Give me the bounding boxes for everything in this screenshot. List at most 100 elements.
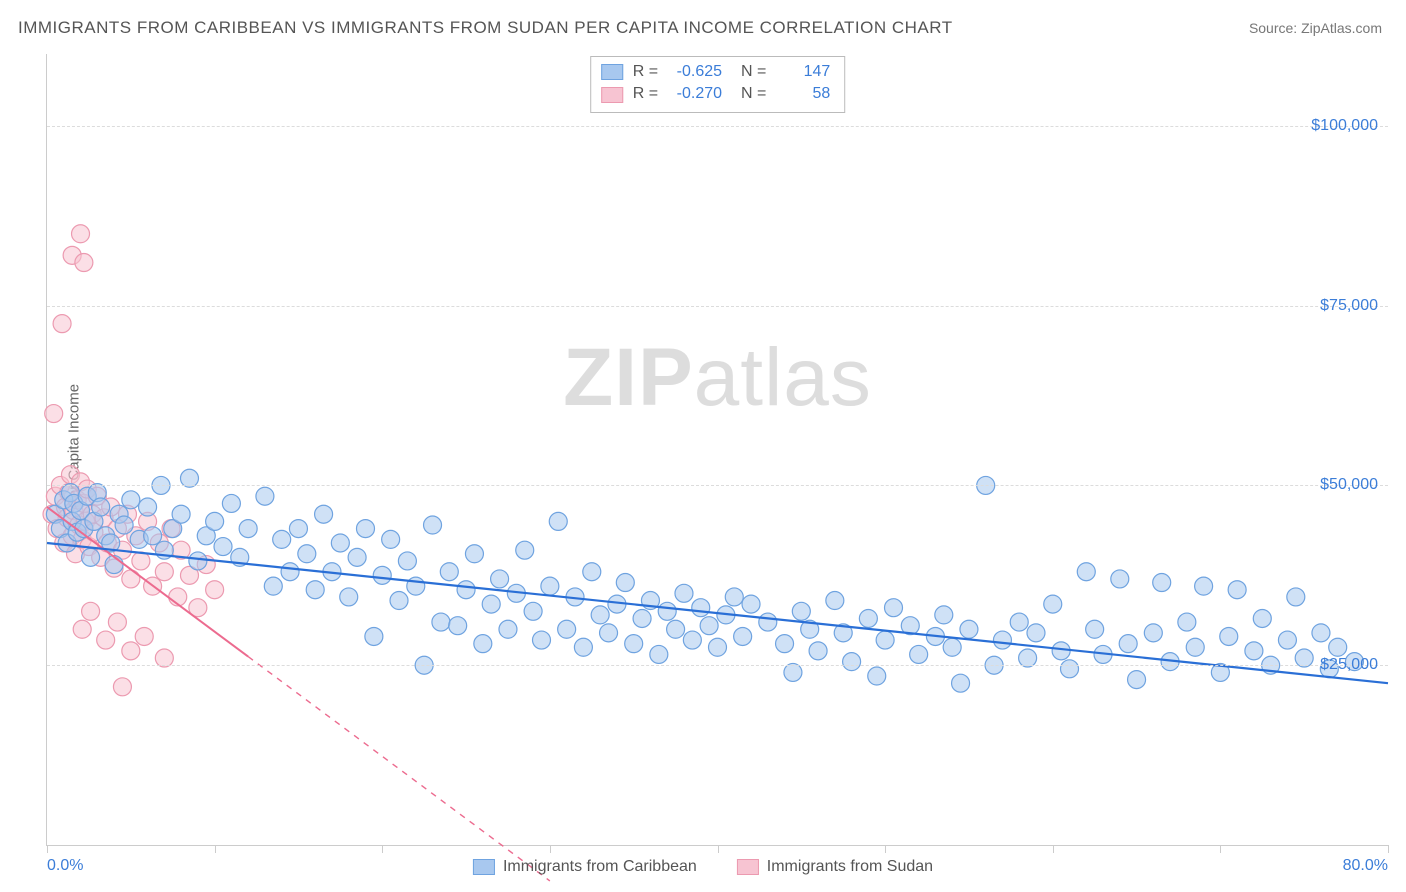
data-point [1220,627,1238,645]
data-point [155,563,173,581]
data-point [943,638,961,656]
x-tick [1220,845,1221,853]
x-tick [550,845,551,853]
data-point [264,577,282,595]
data-point [45,405,63,423]
data-point [1027,624,1045,642]
data-point [73,620,91,638]
data-point [549,512,567,530]
x-tick [885,845,886,853]
x-axis-min-label: 0.0% [47,857,83,875]
data-point [424,516,442,534]
data-point [692,599,710,617]
data-point [532,631,550,649]
data-point [281,563,299,581]
data-point [1010,613,1028,631]
data-point [105,556,123,574]
data-point [97,631,115,649]
legend-item-1: Immigrants from Caribbean [473,858,697,876]
data-point [92,498,110,516]
data-point [189,552,207,570]
data-point [1111,570,1129,588]
data-point [910,645,928,663]
data-point [122,570,140,588]
data-point [449,617,467,635]
data-point [214,538,232,556]
data-point [306,581,324,599]
data-point [222,494,240,512]
data-point [1245,642,1263,660]
data-point [709,638,727,656]
data-point [474,635,492,653]
data-point [876,631,894,649]
data-point [457,581,475,599]
data-point [675,584,693,602]
data-point [1195,577,1213,595]
data-point [82,548,100,566]
data-point [315,505,333,523]
x-tick [215,845,216,853]
data-point [1119,635,1137,653]
data-point [1077,563,1095,581]
data-point [1052,642,1070,660]
data-point [993,631,1011,649]
y-tick-label: $100,000 [1311,117,1378,135]
data-point [1253,609,1271,627]
data-point [591,606,609,624]
data-point [499,620,517,638]
source-attribution: Source: ZipAtlas.com [1249,20,1382,36]
chart-title: IMMIGRANTS FROM CARIBBEAN VS IMMIGRANTS … [18,18,953,38]
data-point [1312,624,1330,642]
data-point [960,620,978,638]
data-point [1228,581,1246,599]
data-point [742,595,760,613]
data-point [122,491,140,509]
data-point [725,588,743,606]
data-point [759,613,777,631]
data-point [115,516,133,534]
data-point [1061,660,1079,678]
legend-swatch-1 [473,859,495,875]
data-point [616,574,634,592]
legend-label-2: Immigrants from Sudan [767,858,933,876]
data-point [809,642,827,660]
data-point [256,487,274,505]
data-point [1178,613,1196,631]
data-point [658,602,676,620]
data-point [1153,574,1171,592]
legend-label-1: Immigrants from Caribbean [503,858,697,876]
data-point [776,635,794,653]
data-point [72,225,90,243]
data-point [82,602,100,620]
gridline [47,306,1388,307]
data-point [516,541,534,559]
gridline [47,665,1388,666]
data-point [206,581,224,599]
data-point [625,635,643,653]
data-point [340,588,358,606]
data-point [298,545,316,563]
scatter-svg [47,54,1388,845]
x-tick [1053,845,1054,853]
data-point [633,609,651,627]
data-point [524,602,542,620]
data-point [440,563,458,581]
data-point [734,627,752,645]
chart-plot-area: ZIPatlas R = -0.625 N = 147 R = -0.270 N… [46,54,1388,846]
x-tick [47,845,48,853]
data-point [75,254,93,272]
data-point [373,566,391,584]
x-tick [718,845,719,853]
data-point [1278,631,1296,649]
data-point [935,606,953,624]
data-point [1287,588,1305,606]
data-point [390,592,408,610]
gridline [47,126,1388,127]
gridline [47,485,1388,486]
data-point [859,609,877,627]
data-point [273,530,291,548]
data-point [289,520,307,538]
data-point [139,498,157,516]
data-point [331,534,349,552]
data-point [650,645,668,663]
